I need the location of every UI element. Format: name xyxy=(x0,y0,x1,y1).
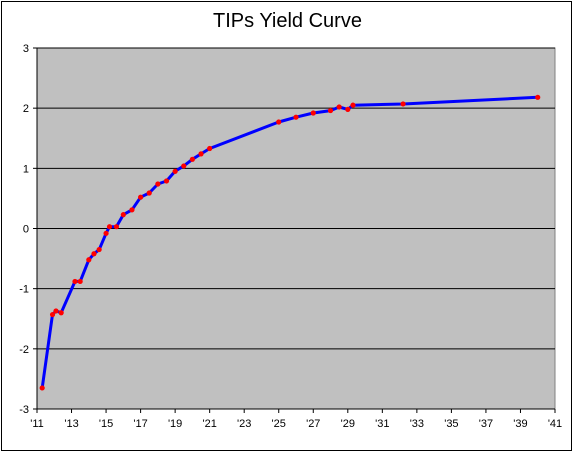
x-tick-label: '37 xyxy=(479,418,493,430)
x-tick-label: '35 xyxy=(444,418,458,430)
y-tick-label: -1 xyxy=(19,284,29,296)
data-point xyxy=(129,207,135,213)
chart-title: TIPs Yield Curve xyxy=(213,10,362,32)
data-point xyxy=(91,251,97,257)
data-point xyxy=(276,119,282,125)
x-tick-label: '17 xyxy=(133,418,147,430)
data-point xyxy=(138,194,144,200)
y-tick-label: -2 xyxy=(19,344,29,356)
x-tick-label: '41 xyxy=(548,418,562,430)
y-tick-label: -3 xyxy=(19,404,29,416)
data-point xyxy=(293,114,299,120)
x-axis: '11 '13 '15 '17 '19 '21 '23 '25 '27 '29 '31 '33 '35 '… xyxy=(30,409,562,430)
x-tick-label: '15 xyxy=(99,418,113,430)
x-tick-label: '19 xyxy=(168,418,182,430)
data-point xyxy=(106,224,113,230)
y-tick-label: 1 xyxy=(23,163,29,175)
series-layer xyxy=(39,94,541,391)
data-point xyxy=(49,311,56,318)
data-point xyxy=(189,156,195,162)
gridlines xyxy=(37,47,555,350)
x-tick-label: '39 xyxy=(513,418,527,430)
data-point xyxy=(350,102,356,108)
data-point xyxy=(400,101,406,107)
data-point xyxy=(198,151,204,157)
y-tick-label: 0 xyxy=(23,224,29,236)
data-point xyxy=(310,110,316,116)
x-tick-label: '27 xyxy=(306,418,320,430)
x-tick-label: '21 xyxy=(202,418,216,430)
data-point xyxy=(58,310,64,316)
y-tick-label: 3 xyxy=(23,43,29,55)
data-point xyxy=(345,106,351,112)
data-point xyxy=(96,246,102,253)
x-tick-label: '13 xyxy=(64,418,78,430)
data-point xyxy=(155,181,161,187)
data-point xyxy=(146,190,152,196)
data-point xyxy=(163,178,170,184)
data-point xyxy=(535,94,541,100)
data-point xyxy=(327,107,334,114)
data-point xyxy=(181,163,187,169)
data-point xyxy=(53,308,59,314)
x-tick-label: '33 xyxy=(410,418,424,430)
data-point xyxy=(77,278,83,285)
data-point xyxy=(103,230,109,236)
y-tick-label: 2 xyxy=(23,103,29,115)
x-tick-label: '23 xyxy=(237,418,251,430)
data-point xyxy=(120,212,126,218)
y-axis: -3 -2 -1 0 1 2 3 xyxy=(19,43,37,416)
data-point xyxy=(86,257,92,263)
data-point xyxy=(113,224,120,230)
x-tick-label: '25 xyxy=(272,418,286,430)
data-point xyxy=(336,104,342,110)
data-point xyxy=(72,278,78,285)
data-point xyxy=(172,168,178,174)
series-line xyxy=(40,95,538,389)
data-point xyxy=(207,145,213,152)
x-tick-label: '29 xyxy=(341,418,355,430)
data-point xyxy=(39,385,45,391)
x-tick-label: '11 xyxy=(30,418,44,430)
x-tick-label: '31 xyxy=(375,418,389,430)
